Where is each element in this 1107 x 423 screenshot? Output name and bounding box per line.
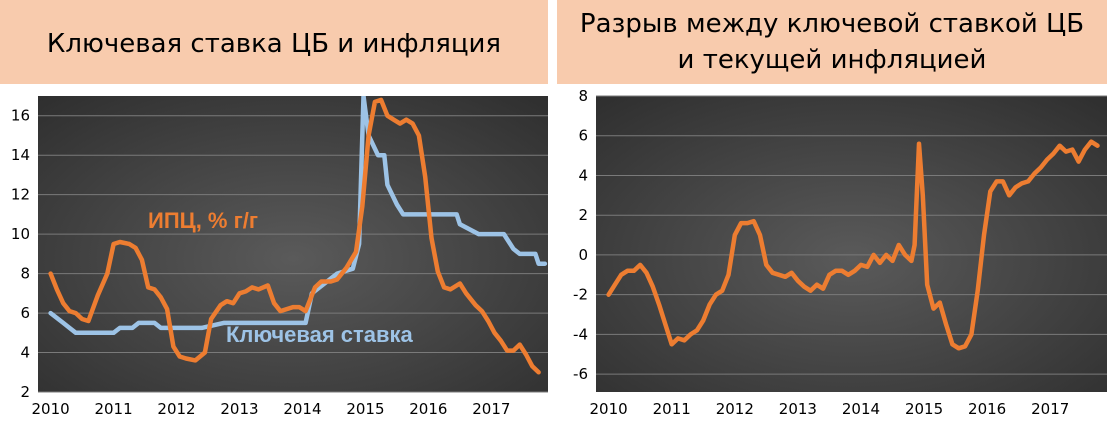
y-tick-label: -4 [573,325,588,343]
series-label: Ключевая ставка [226,322,414,347]
x-tick-label: 2017 [1031,400,1069,418]
chart-title: Разрыв между ключевой ставкой ЦБ и текущ… [579,9,1085,75]
x-tick-label: 2015 [905,400,943,418]
title-band [557,0,1107,84]
series-label: ИПЦ, % г/г [148,208,258,233]
x-tick-label: 2016 [409,400,447,418]
x-tick-label: 2011 [653,400,691,418]
x-tick-label: 2011 [94,400,132,418]
x-tick-label: 2012 [157,400,195,418]
x-tick-label: 2015 [346,400,384,418]
series-line [606,139,1100,351]
y-tick-label: 0 [578,246,588,264]
rate-gap-chart: Разрыв между ключевой ставкой ЦБ и текущ… [557,0,1107,423]
y-tick-label: -2 [573,286,588,304]
y-tick-label: 2 [20,383,30,401]
y-tick-label: 10 [11,225,30,243]
cpi-key-rate-chart: Ключевая ставка ЦБ и инфляция 2 4 6 8 10 12 14… [0,0,548,423]
title-band [0,0,548,84]
x-tick-label: 2012 [716,400,754,418]
y-tick-label: 4 [20,344,30,362]
x-tick-label: 2017 [472,400,510,418]
y-tick-label: 8 [578,87,588,105]
y-tick-label: 12 [11,186,30,204]
y-tick-label: 16 [11,107,30,125]
x-tick-label: 2010 [31,400,69,418]
series-line [48,97,541,375]
x-tick-label: 2010 [590,400,628,418]
chart-canvas: 2 4 6 8 10 12 14 16 2010 2011 2012 2013 2014 2015 2016… [11,96,548,418]
chart-title: Ключевая ставка ЦБ и инфляция [46,29,502,59]
x-tick-label: 2013 [779,400,817,418]
plot-area [596,96,1107,392]
y-tick-label: 14 [11,146,30,164]
y-tick-label: 4 [578,166,588,184]
x-tick-label: 2014 [842,400,880,418]
x-tick-label: 2016 [968,400,1006,418]
y-tick-label: 2 [578,206,588,224]
y-tick-label: -6 [573,365,588,383]
y-tick-label: 6 [578,127,588,145]
y-tick-label: 8 [20,265,30,283]
y-tick-label: 6 [20,304,30,322]
x-tick-label: 2013 [220,400,258,418]
x-tick-label: 2014 [283,400,321,418]
